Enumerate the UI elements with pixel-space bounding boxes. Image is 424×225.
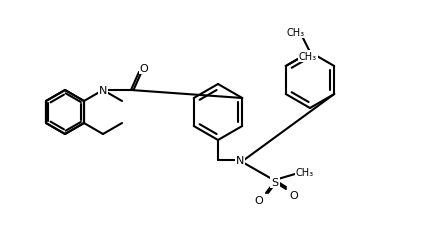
Text: S: S bbox=[271, 177, 279, 187]
Text: CH₃: CH₃ bbox=[298, 52, 317, 62]
Text: CH₃: CH₃ bbox=[287, 28, 305, 38]
Text: O: O bbox=[139, 64, 148, 74]
Text: O: O bbox=[255, 195, 263, 205]
Text: N: N bbox=[236, 155, 244, 165]
Text: O: O bbox=[290, 190, 298, 200]
Text: N: N bbox=[99, 86, 107, 96]
Text: CH₃: CH₃ bbox=[296, 167, 314, 177]
